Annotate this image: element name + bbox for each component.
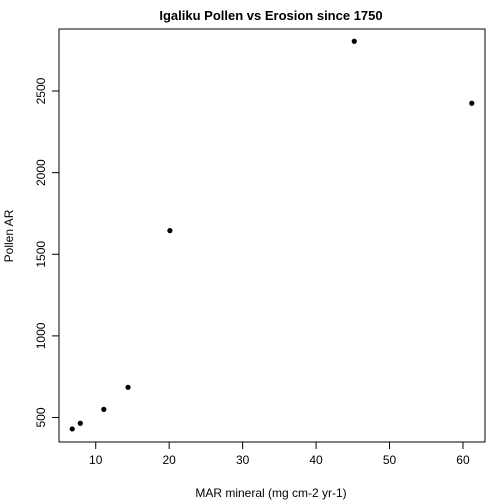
x-tick-label: 40 (309, 453, 323, 467)
data-point (167, 228, 173, 234)
data-point (351, 38, 357, 44)
y-axis: 500 1000 1500 2000 2500 (34, 77, 59, 428)
y-tick-label: 2000 (34, 159, 48, 186)
y-tick-label: 1000 (34, 322, 48, 349)
x-axis-label: MAR mineral (mg cm-2 yr-1) (195, 486, 346, 500)
data-point (77, 420, 83, 426)
x-tick-label: 50 (383, 453, 397, 467)
y-tick-label: 500 (34, 407, 48, 427)
y-tick-label: 2500 (34, 77, 48, 104)
data-point (469, 100, 475, 106)
plot-frame (58, 28, 486, 443)
data-points (69, 38, 475, 432)
x-axis: 10 20 30 40 50 60 (89, 442, 470, 467)
data-point (101, 406, 107, 412)
x-tick-label: 10 (89, 453, 103, 467)
y-axis-label: Pollen AR (2, 209, 16, 262)
chart-title: Igaliku Pollen vs Erosion since 1750 (159, 8, 382, 23)
x-tick-label: 60 (456, 453, 470, 467)
data-point (69, 426, 75, 432)
x-tick-label: 30 (236, 453, 250, 467)
x-tick-label: 20 (162, 453, 176, 467)
data-point (125, 384, 131, 390)
y-tick-label: 1500 (34, 241, 48, 268)
